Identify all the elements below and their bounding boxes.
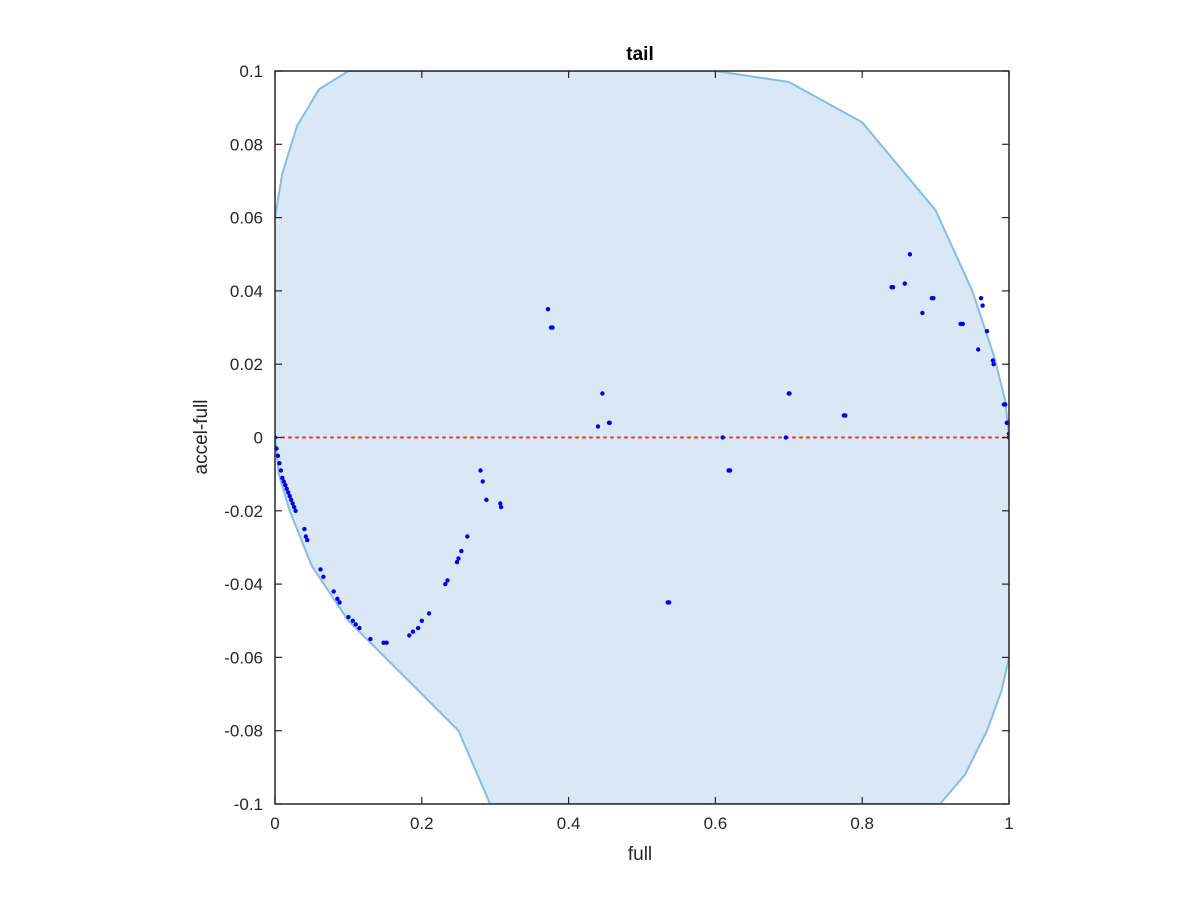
data-point <box>667 600 672 605</box>
data-point <box>787 391 792 396</box>
data-point <box>331 589 336 594</box>
data-point <box>415 625 421 631</box>
data-point <box>426 611 432 616</box>
data-point <box>353 622 358 627</box>
data-point <box>545 307 551 312</box>
y-tick-label: -0.06 <box>224 648 263 667</box>
data-point <box>456 556 461 561</box>
data-point <box>284 486 289 491</box>
data-point <box>783 435 789 440</box>
data-point <box>290 501 295 506</box>
data-point <box>407 633 412 638</box>
points-layer <box>275 252 1009 645</box>
data-point <box>291 504 297 510</box>
data-point <box>368 636 373 642</box>
data-point <box>454 559 460 565</box>
data-point <box>293 508 298 513</box>
data-point <box>302 526 307 532</box>
data-point <box>843 413 848 418</box>
data-point <box>384 640 389 645</box>
y-axis-label: accel-full <box>191 400 212 475</box>
data-point <box>410 629 416 634</box>
data-point <box>1005 420 1009 425</box>
y-tick-label: 0.06 <box>230 209 263 228</box>
data-point <box>277 461 282 466</box>
data-point <box>283 482 288 488</box>
x-tick-label: 0.8 <box>850 814 874 833</box>
data-point <box>303 534 308 539</box>
y-tick-label: 0.1 <box>239 62 263 81</box>
data-point <box>931 296 936 301</box>
data-point <box>595 424 601 429</box>
data-point <box>278 468 284 473</box>
data-point <box>484 497 489 502</box>
data-point <box>335 596 340 601</box>
x-tick-label: 0 <box>270 814 279 833</box>
x-tick-label: 0.4 <box>557 814 581 833</box>
data-point <box>443 581 448 587</box>
data-point <box>321 574 326 579</box>
data-point <box>275 453 281 458</box>
y-tick-label: 0.02 <box>230 355 263 374</box>
data-point <box>978 296 984 301</box>
data-point <box>318 567 323 572</box>
x-axis-label: full <box>628 844 652 865</box>
data-point <box>357 625 362 631</box>
x-tick-label: 0.2 <box>410 814 434 833</box>
data-point <box>720 435 725 440</box>
y-tick-label: 0.08 <box>230 135 263 154</box>
data-point <box>288 497 294 502</box>
data-point <box>498 501 503 506</box>
data-point <box>419 618 424 623</box>
y-tick-label: -0.1 <box>234 795 263 814</box>
data-point <box>480 479 485 484</box>
data-point <box>600 391 605 396</box>
data-point <box>280 475 285 480</box>
x-tick-label: 0.6 <box>704 814 728 833</box>
data-point <box>305 537 310 543</box>
y-tick-label: -0.02 <box>224 502 263 521</box>
data-point <box>990 358 996 363</box>
data-point <box>445 578 450 583</box>
data-point <box>498 504 504 510</box>
axes-layer <box>274 70 1010 805</box>
data-point <box>980 303 985 308</box>
data-point <box>275 446 279 451</box>
data-point <box>960 321 965 327</box>
data-point <box>478 468 483 473</box>
region-lower-edge <box>275 437 1009 804</box>
data-point <box>286 490 291 495</box>
data-point <box>459 548 464 554</box>
y-tick-label: 0.04 <box>230 282 263 301</box>
region-upper-edge <box>275 71 1009 438</box>
data-point <box>550 325 555 330</box>
y-tick-label: 0 <box>254 429 263 448</box>
data-point <box>902 281 907 286</box>
data-point <box>281 479 286 484</box>
data-point <box>991 362 996 367</box>
data-point <box>907 252 913 257</box>
data-point <box>465 534 470 539</box>
data-point <box>350 618 355 623</box>
data-point <box>337 600 342 605</box>
data-point <box>727 468 733 473</box>
data-point <box>984 329 990 334</box>
data-point <box>976 347 981 352</box>
y-tick-label: -0.04 <box>224 575 263 594</box>
data-point <box>920 310 925 316</box>
data-point <box>607 420 612 425</box>
x-tick-label: 1 <box>1004 814 1013 833</box>
data-point <box>287 493 292 499</box>
tick-labels-layer: 0 0.2 0.4 0.6 0.8 1 -0.1 -0.08 -0.06 -0.04 -0.02 0 0… <box>224 62 1013 833</box>
chart-title: tail <box>626 44 653 65</box>
data-point <box>890 285 896 290</box>
data-point <box>346 614 351 620</box>
data-point <box>1003 402 1008 407</box>
y-tick-label: -0.08 <box>224 722 263 741</box>
